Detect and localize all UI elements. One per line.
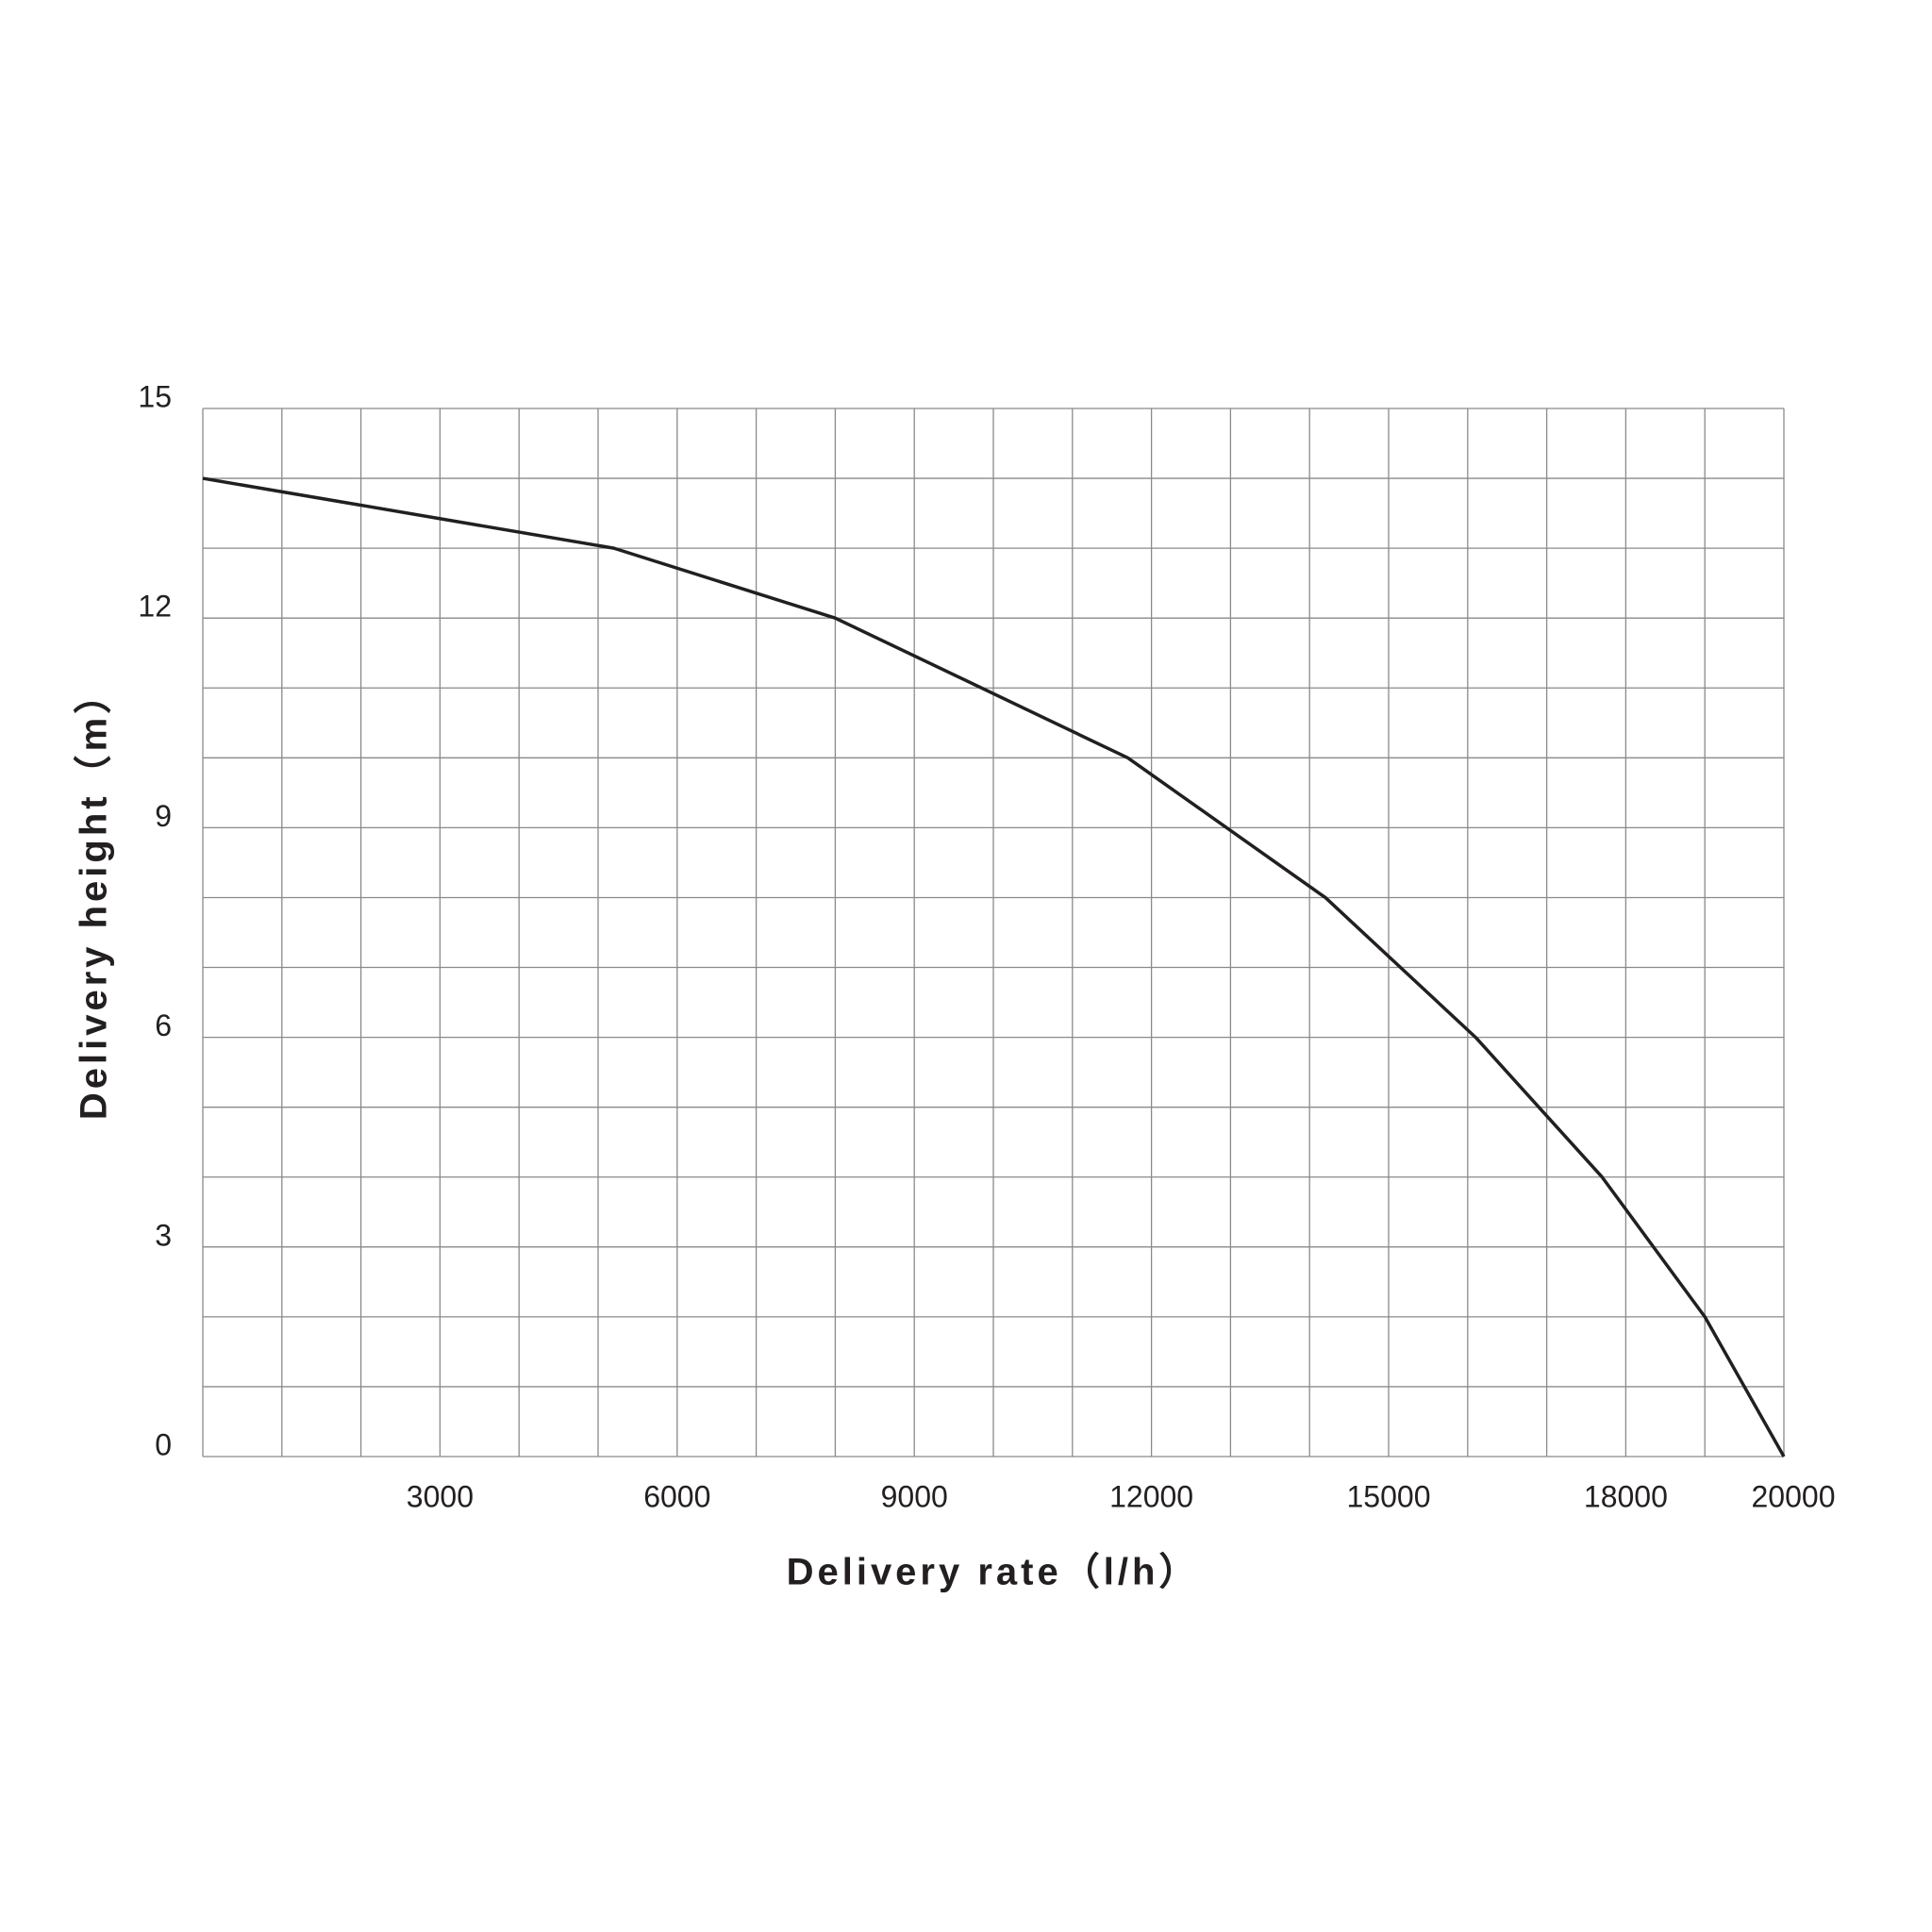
y-tick-label: 0 bbox=[155, 1427, 172, 1461]
x-tick-label: 9000 bbox=[881, 1479, 948, 1513]
x-tick-label: 3000 bbox=[407, 1479, 474, 1513]
x-tick-label: 20000 bbox=[1752, 1479, 1836, 1513]
data-line bbox=[202, 476, 1786, 1457]
x-tick-label: 12000 bbox=[1109, 1479, 1193, 1513]
x-tick-label: 18000 bbox=[1584, 1479, 1668, 1513]
y-tick-label: 9 bbox=[155, 799, 172, 833]
y-tick-label: 6 bbox=[155, 1008, 172, 1042]
y-axis-title: Delivery height（m） bbox=[74, 673, 115, 1120]
x-axis-title: Delivery rate（l/h） bbox=[787, 1552, 1201, 1593]
x-tick-label: 15000 bbox=[1347, 1479, 1431, 1513]
x-tick-label: 6000 bbox=[643, 1479, 710, 1513]
y-tick-label: 3 bbox=[155, 1218, 172, 1252]
y-tick-label: 15 bbox=[138, 379, 172, 413]
y-tick-label: 12 bbox=[138, 590, 172, 624]
